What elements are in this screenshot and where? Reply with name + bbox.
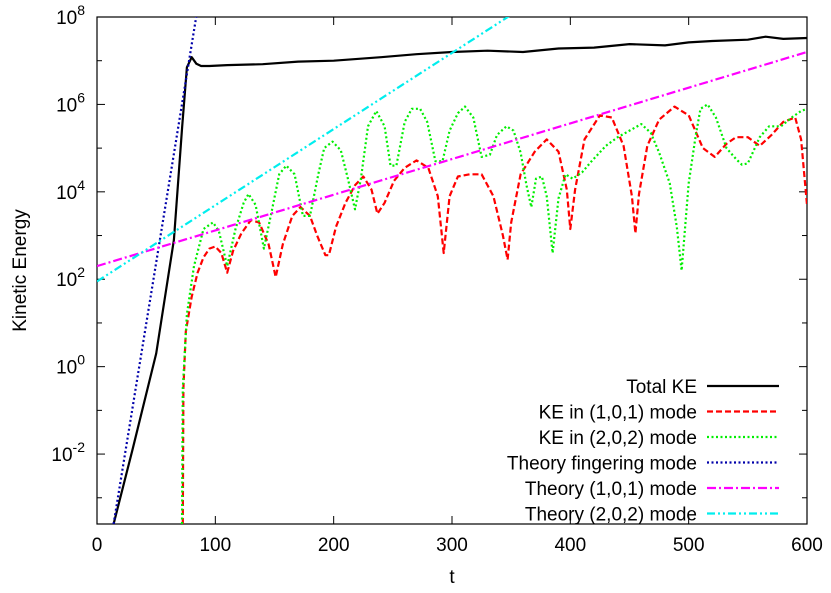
- axis-ticks: 0 100 200 300 400 500 600 10-2 100 102 104 106 108: [51, 2, 822, 556]
- y-tick-label: 102: [56, 264, 85, 291]
- x-tick-label: 0: [92, 535, 103, 556]
- legend-label: Theory fingering mode: [507, 454, 697, 475]
- y-tick-label: 104: [56, 177, 85, 204]
- legend-label: KE in (1,0,1) mode: [539, 403, 697, 424]
- x-axis-label: t: [449, 567, 455, 588]
- plot-frame: [96, 16, 808, 525]
- x-tick-label: 300: [436, 535, 468, 556]
- legend-label: Theory (2,0,2) mode: [525, 505, 697, 526]
- series-line-1: [181, 105, 807, 524]
- x-tick-label: 600: [791, 535, 823, 556]
- legend-label: Theory (1,0,1) mode: [525, 479, 697, 500]
- x-tick-label: 400: [554, 535, 586, 556]
- x-tick-label: 100: [199, 535, 231, 556]
- series-layer: [97, 17, 807, 524]
- y-tick-label: 106: [56, 89, 85, 116]
- legend-label: Total KE: [626, 377, 697, 398]
- y-tick-label: 10-2: [51, 439, 85, 466]
- legend: Total KE KE in (1,0,1) mode KE in (2,0,2) …: [507, 377, 779, 526]
- x-tick-label: 200: [318, 535, 350, 556]
- series-line-2: [180, 103, 807, 524]
- series-line-4: [97, 50, 807, 268]
- legend-label: KE in (2,0,2) mode: [539, 428, 697, 449]
- series-line-3: [112, 17, 198, 524]
- series-line-5: [97, 17, 510, 283]
- y-tick-label: 100: [56, 352, 85, 379]
- series-line-0: [112, 35, 807, 524]
- y-axis-label: Kinetic Energy: [10, 209, 31, 332]
- x-tick-label: 500: [673, 535, 705, 556]
- y-tick-label: 108: [56, 2, 85, 29]
